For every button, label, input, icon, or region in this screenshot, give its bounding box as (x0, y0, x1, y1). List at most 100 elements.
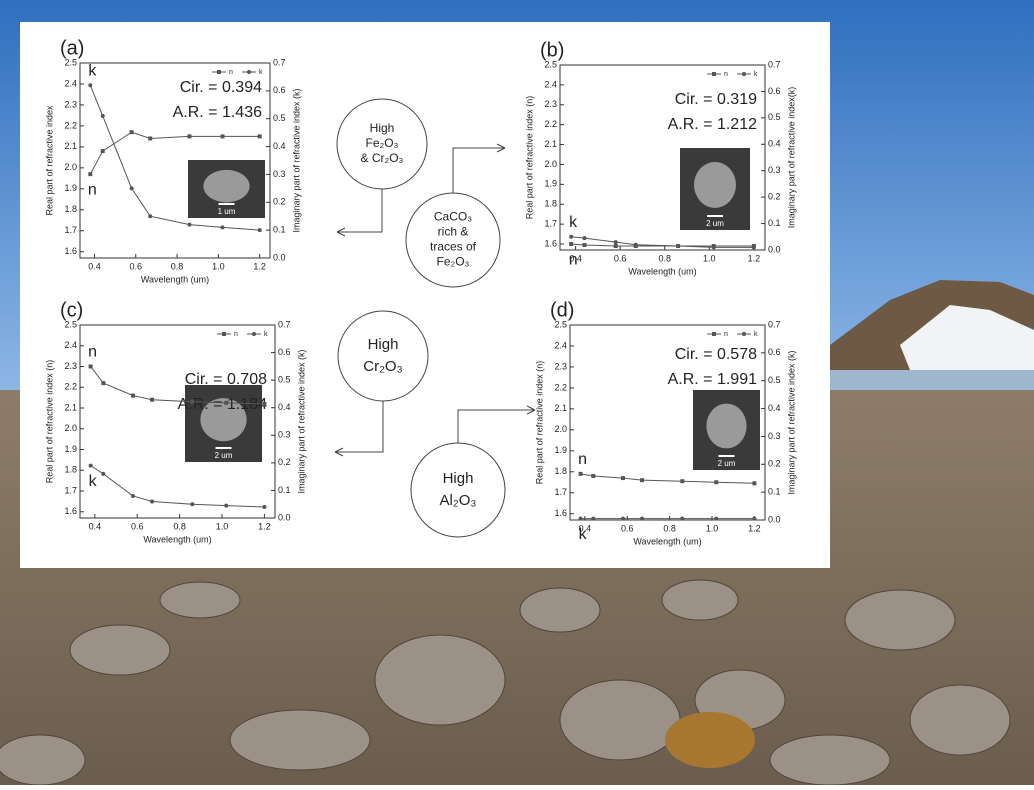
scale-label: 1 um (218, 207, 236, 216)
data-point (220, 134, 225, 139)
y2-axis-label: Imaginary part of refractive index(k) (786, 87, 796, 229)
y-tick-label: 2.1 (554, 403, 567, 413)
connectors (334, 143, 536, 457)
x-tick-label: 0.6 (621, 523, 634, 533)
data-point (187, 222, 192, 227)
y2-axis-label: Imaginary part of refractive index (k) (786, 350, 796, 494)
x-tick-label: 0.4 (579, 523, 592, 533)
series-label: n (88, 344, 97, 361)
y2-tick-label: 0.4 (768, 403, 781, 413)
annotation: Cir. = 0.319 (675, 91, 757, 108)
y2-axis-label: Imaginary part of refractive index (k) (296, 349, 306, 493)
annotation: Cir. = 0.578 (675, 346, 757, 363)
y2-tick-label: 0.0 (278, 512, 291, 522)
legend-label: n (234, 331, 238, 338)
series-label: n (88, 181, 97, 198)
data-point (578, 471, 583, 476)
y-tick-label: 1.8 (544, 199, 557, 209)
legend-marker (742, 72, 746, 76)
series-label: k (89, 473, 98, 490)
data-point (190, 502, 195, 507)
composition-text: Fe₂O₃ (366, 136, 399, 150)
data-point (613, 244, 618, 249)
y-tick-label: 2.0 (544, 159, 557, 169)
x-tick-label: 0.8 (173, 521, 186, 531)
arrow-head (526, 405, 536, 415)
data-point (129, 130, 134, 135)
composition-text: Fe₂O₃ (437, 255, 470, 269)
data-point (101, 471, 106, 476)
y-tick-label: 2.5 (64, 319, 77, 329)
y-tick-label: 2.3 (544, 99, 557, 109)
y2-tick-label: 0.1 (768, 487, 781, 497)
y-axis-label: Real part of refractive index (44, 105, 54, 216)
series-label: k (579, 526, 588, 543)
y-tick-label: 1.8 (64, 204, 77, 214)
legend-marker (712, 72, 716, 76)
plot-frame (79, 324, 276, 519)
y2-tick-label: 0.2 (278, 457, 291, 467)
data-point (582, 236, 587, 241)
y-tick-label: 2.1 (64, 402, 77, 412)
x-tick-label: 1.0 (703, 253, 716, 263)
legend-label: n (229, 69, 233, 76)
y2-tick-label: 0.3 (768, 165, 781, 175)
legend-label: k (754, 331, 758, 338)
y-tick-label: 2.1 (544, 139, 557, 149)
y-tick-label: 1.8 (554, 466, 567, 476)
composition-circle (410, 442, 506, 538)
data-point (582, 243, 587, 248)
y-tick-label: 2.2 (554, 382, 567, 392)
y-tick-label: 2.0 (64, 423, 77, 433)
y-tick-label: 1.6 (544, 238, 557, 248)
y2-tick-label: 0.5 (273, 113, 286, 123)
composition-text: CaCO₃ (434, 210, 472, 224)
data-point (101, 381, 106, 386)
chart: (d) 1.6 1.7 1.8 1.9 2.0 2.1 2.2 2.3 2.4 2.5 0.0 0.1 0… (534, 299, 796, 546)
y-tick-label: 1.6 (64, 246, 77, 256)
x-axis-label: Wavelength (um) (628, 266, 696, 276)
y-tick-label: 2.5 (64, 57, 77, 67)
x-tick-label: 1.0 (216, 521, 229, 531)
x-axis-label: Wavelength (um) (633, 536, 701, 546)
sem-particle (203, 169, 250, 203)
legend-marker (742, 332, 746, 336)
composition-text: High (370, 121, 395, 135)
panel-label: (d) (550, 299, 574, 321)
y-tick-label: 2.4 (544, 79, 557, 89)
series-label: n (569, 251, 578, 268)
series-label: n (578, 451, 587, 468)
data-point (680, 516, 685, 521)
y2-tick-label: 0.6 (273, 85, 286, 95)
x-tick-label: 1.2 (258, 521, 271, 531)
y2-tick-label: 0.0 (768, 514, 781, 524)
y-tick-label: 2.4 (554, 340, 567, 350)
data-point (220, 225, 225, 230)
y2-tick-label: 0.6 (278, 347, 291, 357)
composition-circle (336, 98, 428, 190)
y2-tick-label: 0.1 (278, 485, 291, 495)
data-point (150, 397, 155, 402)
data-point (262, 401, 267, 406)
panel-label: (b) (540, 39, 564, 61)
legend-label: n (724, 331, 728, 338)
x-tick-label: 0.6 (131, 521, 144, 531)
y-tick-label: 1.6 (554, 508, 567, 518)
x-tick-label: 0.8 (663, 523, 676, 533)
panel-label: (c) (60, 299, 83, 321)
data-point (148, 136, 153, 141)
x-tick-label: 1.2 (748, 253, 761, 263)
y-tick-label: 1.8 (64, 465, 77, 475)
sem-particle (200, 398, 247, 442)
arrow (452, 147, 505, 193)
x-tick-label: 0.4 (89, 521, 102, 531)
data-point (129, 186, 134, 191)
legend-label: k (754, 71, 758, 78)
arrow-head (496, 143, 506, 153)
composition-circle (405, 192, 501, 288)
arrow (335, 401, 384, 453)
y2-tick-label: 0.0 (768, 244, 781, 254)
y-tick-label: 2.3 (64, 361, 77, 371)
y2-tick-label: 0.2 (273, 197, 286, 207)
